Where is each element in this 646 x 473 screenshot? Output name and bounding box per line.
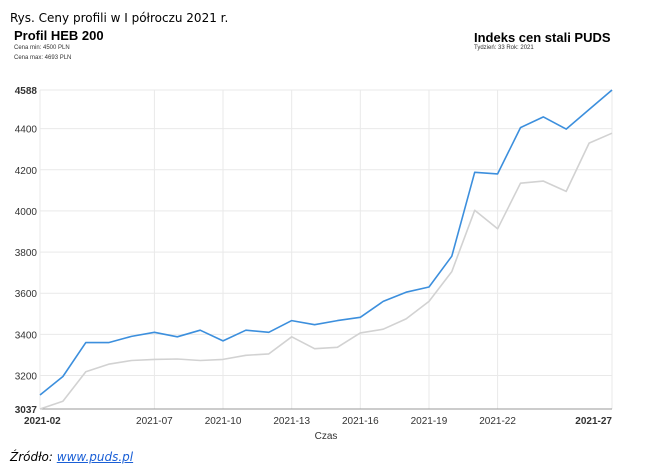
x-axis-label: Czas bbox=[315, 431, 338, 442]
y-tick-label: 4588 bbox=[15, 86, 38, 97]
x-tick-label: 2021-16 bbox=[342, 416, 379, 427]
y-tick-label: 4400 bbox=[15, 125, 38, 136]
x-tick-label: 2021-22 bbox=[479, 416, 516, 427]
y-tick-label: 4000 bbox=[15, 207, 38, 218]
price-max-label: Cena max: 4693 PLN bbox=[14, 55, 72, 61]
series-line-gray bbox=[39, 132, 613, 410]
y-tick-label: 3600 bbox=[15, 289, 38, 300]
y-axis-ticks: 3037 3200 3400 3600 3800 4000 4200 4400 4588 bbox=[15, 86, 38, 416]
chart-grid bbox=[39, 89, 613, 410]
y-tick-label: 3800 bbox=[15, 248, 38, 259]
source-prefix: Źródło: bbox=[10, 450, 57, 464]
x-tick-label: 2021-27 bbox=[575, 416, 612, 427]
index-title: Indeks cen stali PUDS bbox=[474, 30, 611, 45]
x-axis-ticks: 2021-02 2021-07 2021-10 2021-13 2021-16 2021-… bbox=[24, 416, 612, 427]
y-tick-label: 3037 bbox=[15, 405, 38, 416]
x-tick-label: 2021-02 bbox=[24, 416, 61, 427]
chart-series bbox=[39, 89, 613, 410]
y-tick-label: 3200 bbox=[15, 371, 38, 382]
x-tick-label: 2021-19 bbox=[411, 416, 448, 427]
price-min-label: Cena min: 4500 PLN bbox=[14, 45, 70, 51]
x-tick-label: 2021-13 bbox=[273, 416, 310, 427]
x-tick-label: 2021-07 bbox=[136, 416, 173, 427]
product-header: Profil HEB 200 Cena min: 4500 PLN Cena m… bbox=[14, 28, 104, 63]
price-line-chart: 3037 3200 3400 3600 3800 4000 4200 4400 4588 202… bbox=[15, 86, 613, 442]
source-note: Źródło: www.puds.pl bbox=[10, 450, 133, 464]
y-tick-label: 3400 bbox=[15, 330, 38, 341]
index-header: Indeks cen stali PUDS Tydzień: 33 Rok: 2… bbox=[474, 30, 611, 51]
figure-caption: Rys. Ceny profili w I półroczu 2021 r. bbox=[10, 11, 229, 25]
series-line-blue bbox=[39, 89, 613, 396]
product-title: Profil HEB 200 bbox=[14, 28, 104, 43]
x-tick-label: 2021-10 bbox=[205, 416, 242, 427]
y-tick-label: 4200 bbox=[15, 166, 38, 177]
source-link[interactable]: www.puds.pl bbox=[56, 450, 134, 464]
index-subtitle: Tydzień: 33 Rok: 2021 bbox=[474, 45, 534, 51]
